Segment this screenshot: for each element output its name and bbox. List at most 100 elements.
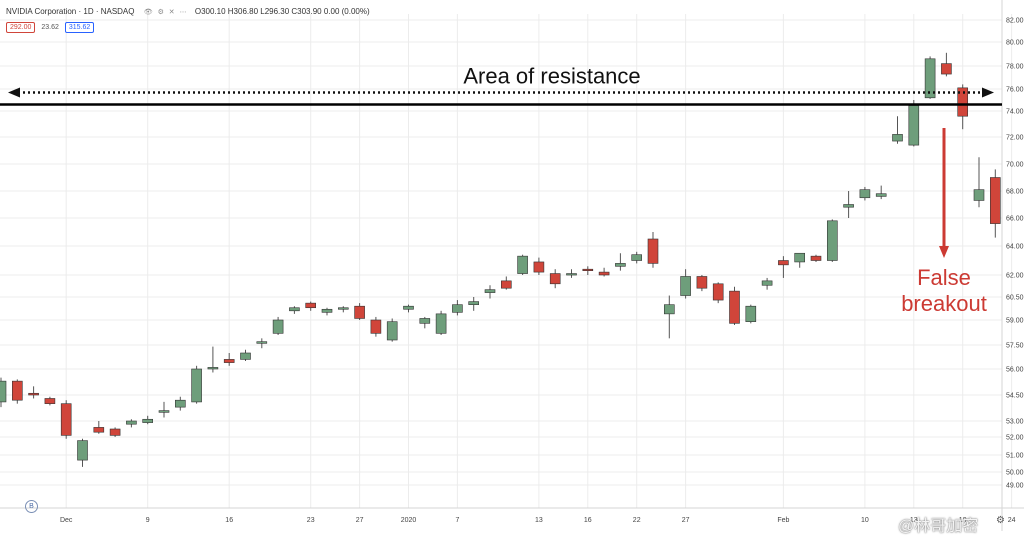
candle-body (44, 398, 56, 404)
candle (647, 232, 659, 268)
visibility-icon[interactable]: 👁 (143, 9, 153, 16)
candle-body (60, 403, 72, 436)
candle-body (435, 313, 447, 334)
candle (468, 297, 480, 311)
x-tick-label: 27 (356, 517, 364, 524)
candle-body (957, 87, 969, 117)
candle-body (126, 420, 137, 425)
candle (908, 100, 920, 147)
watermark: @林哥加密 (898, 518, 979, 535)
more-icon[interactable]: ⋯ (179, 9, 187, 16)
x-tick-label: 27 (682, 517, 690, 524)
candle-body (615, 263, 626, 267)
candle (892, 116, 903, 144)
candle (158, 401, 170, 418)
x-tick-label: 13 (535, 517, 543, 524)
candle (191, 365, 202, 404)
legend-icons[interactable]: 👁 ⚙ ✕ ⋯ (144, 8, 190, 16)
candle-body (549, 273, 561, 285)
candle (533, 257, 545, 275)
y-tick-label: 72.00 (1006, 135, 1024, 142)
candle (810, 254, 822, 262)
x-tick-label: Dec (60, 517, 73, 524)
candle (745, 304, 757, 324)
y-tick-label: 76.00 (1006, 87, 1024, 94)
candle-body (452, 304, 463, 313)
candle (44, 396, 56, 406)
y-tick-label: 62.00 (1006, 273, 1024, 280)
candle-body (175, 399, 186, 408)
candle-body (875, 193, 887, 197)
candle-body (745, 305, 757, 322)
ohlc-values: O300.10 H306.80 L296.30 C303.90 0.00 (0.… (194, 7, 370, 16)
candle (256, 338, 268, 349)
x-tick-label: 22 (633, 517, 641, 524)
candle (452, 300, 463, 316)
candle-body (158, 410, 170, 413)
y-tick-label: 50.00 (1006, 470, 1024, 477)
y-tick-label: 66.00 (1006, 216, 1024, 223)
candle-body (989, 177, 1001, 224)
sell-price-box[interactable]: 292.00 (6, 22, 36, 33)
candle-body (810, 255, 822, 261)
y-tick-label: 82.00 (1006, 18, 1024, 25)
y-tick-label: 68.00 (1006, 189, 1024, 196)
axes: 82.00 80.00 78.00 76.00 74.00 72.00 70.00 68.00… (60, 18, 1024, 525)
candle (305, 301, 317, 311)
x-tick-label: 10 (861, 517, 869, 524)
x-tick-label: 16 (584, 517, 592, 524)
gear-icon[interactable]: ⚙ (996, 515, 1005, 526)
candle-body (892, 134, 903, 142)
settings-icon[interactable]: ⚙ (157, 9, 164, 16)
close-icon[interactable]: ✕ (168, 9, 175, 16)
candle-body (794, 252, 806, 263)
candle (272, 316, 284, 335)
y-tick-label: 57.50 (1006, 343, 1024, 350)
candle-body (386, 321, 398, 341)
candle-body (272, 319, 284, 334)
candle (419, 316, 431, 329)
candle-body (663, 304, 675, 315)
buy-price-box[interactable]: 315.62 (64, 22, 95, 33)
candle-body (908, 105, 920, 146)
candle-body (566, 273, 577, 276)
candle-body (354, 305, 365, 319)
candle-body (77, 440, 88, 461)
candle (321, 307, 333, 316)
candle-body (631, 254, 643, 261)
y-tick-label: 64.00 (1006, 244, 1024, 251)
candle (761, 277, 773, 290)
candle (875, 185, 887, 200)
candle (598, 267, 610, 277)
candle-body (973, 189, 985, 201)
candle (484, 285, 496, 299)
x-tick-label: 24 (1008, 517, 1016, 524)
candle (941, 52, 952, 77)
candle-body (321, 308, 333, 313)
candle-body (696, 276, 708, 289)
x-tick-label: 19 (959, 517, 967, 524)
tradingview-logo-icon[interactable]: B (25, 500, 38, 513)
candle (289, 306, 300, 314)
candle (729, 286, 740, 325)
candle-body (109, 428, 121, 436)
candle-body (843, 204, 854, 208)
candle-body (191, 368, 202, 403)
false-label: False (917, 265, 971, 290)
candle (12, 379, 23, 404)
candle-body (712, 283, 724, 301)
x-tick-label: Feb (777, 517, 789, 524)
candle-body (142, 418, 153, 423)
candle (631, 251, 643, 264)
candle (370, 316, 382, 337)
y-tick-label: 56.00 (1006, 367, 1024, 374)
y-tick-label: 60.50 (1006, 295, 1024, 302)
candle-body (729, 290, 740, 324)
breakout-label: breakout (901, 291, 987, 316)
candle-body (289, 307, 300, 312)
candle (126, 419, 137, 428)
y-tick-label: 52.00 (1006, 435, 1024, 442)
